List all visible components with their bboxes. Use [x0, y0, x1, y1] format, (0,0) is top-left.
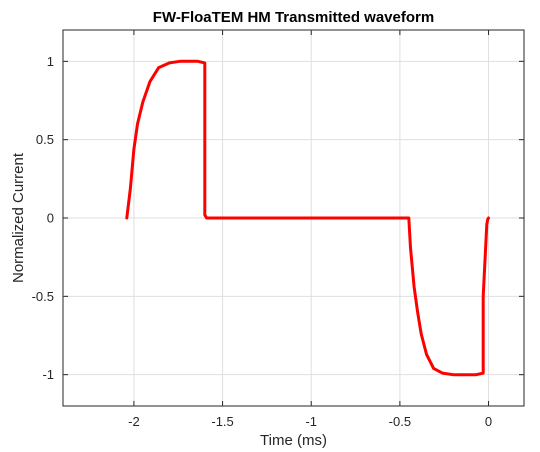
- x-tick-label: 0: [485, 414, 492, 429]
- chart-title: FW-FloaTEM HM Transmitted waveform: [153, 9, 434, 26]
- y-tick-label: 0.5: [36, 132, 54, 147]
- x-tick-label: -1: [305, 414, 317, 429]
- y-tick-label: -1: [42, 367, 54, 382]
- x-tick-label: -2: [128, 414, 140, 429]
- x-tick-label: -1.5: [211, 414, 233, 429]
- axis-ticks: -2 -1.5 -1 -0.5 0 1 0.5 0 -0.5 -1: [32, 30, 524, 429]
- x-tick-label: -0.5: [389, 414, 411, 429]
- y-tick-label: 1: [47, 54, 54, 69]
- series-group: [125, 59, 490, 377]
- y-axis-label: Normalized Current: [10, 152, 27, 283]
- y-tick-label: 0: [47, 211, 54, 226]
- grid-lines: [63, 30, 524, 406]
- waveform-line: [125, 59, 490, 377]
- y-tick-label: -0.5: [32, 289, 54, 304]
- x-axis-label: Time (ms): [260, 432, 327, 449]
